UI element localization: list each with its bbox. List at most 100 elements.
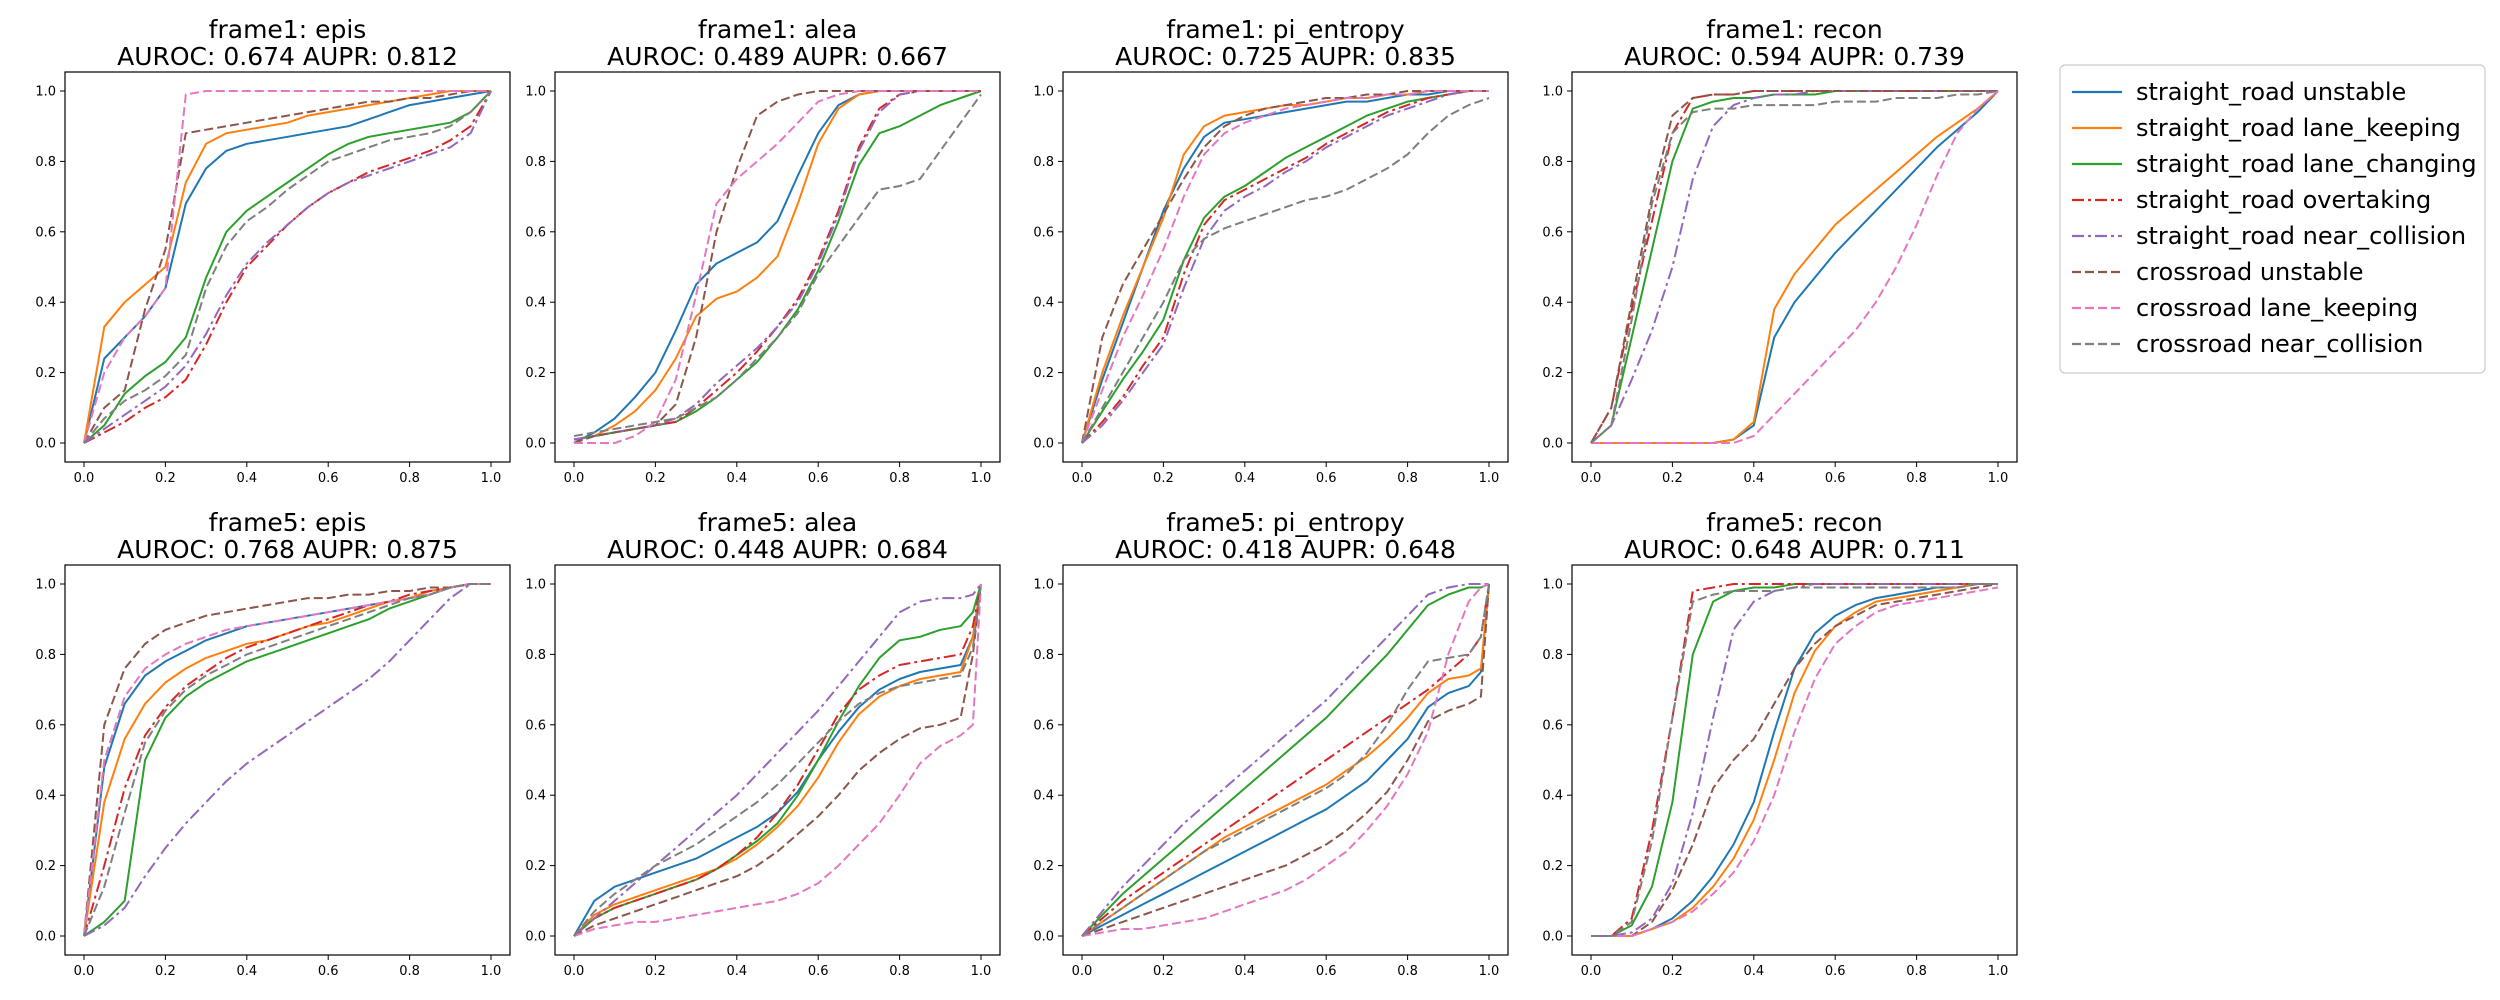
y-tick-label: 1.0	[1033, 85, 1054, 100]
series-line	[573, 90, 981, 444]
series-line	[1081, 583, 1490, 937]
y-tick-label: 0.0	[1033, 930, 1054, 945]
y-tick-label: 0.0	[35, 437, 56, 452]
series-line	[573, 93, 982, 437]
x-tick-label: 1.0	[481, 471, 502, 486]
x-tick-label: 1.0	[1479, 471, 1500, 486]
x-tick-label: 0.0	[74, 471, 95, 486]
series-line	[1590, 90, 1999, 444]
x-tick-label: 0.8	[1906, 471, 1927, 486]
series-line	[1591, 583, 1998, 937]
chart-title: frame5: recon	[1706, 508, 1882, 537]
y-tick-label: 1.0	[35, 85, 56, 100]
x-tick-label: 0.8	[889, 964, 910, 979]
chart-subtitle: AUROC: 0.725 AUPR: 0.835	[1115, 42, 1456, 71]
x-tick-label: 1.0	[1988, 471, 2009, 486]
axes-frame	[64, 564, 511, 956]
series-line	[1081, 90, 1489, 444]
y-tick-label: 0.6	[35, 718, 56, 733]
y-tick-label: 0.6	[525, 225, 546, 240]
axes-frame	[554, 564, 1001, 956]
x-tick-label: 0.2	[1662, 964, 1683, 979]
x-tick-label: 0.4	[1234, 964, 1255, 979]
y-tick-label: 0.6	[1033, 225, 1054, 240]
x-tick-label: 0.2	[1662, 471, 1683, 486]
x-tick-label: 0.2	[1153, 471, 1174, 486]
series-line	[83, 583, 491, 937]
series-group	[83, 583, 491, 937]
series-line	[1081, 583, 1490, 937]
y-tick-label: 0.4	[1033, 789, 1054, 804]
series-line	[573, 90, 981, 441]
y-tick-label: 1.0	[1033, 578, 1054, 593]
x-tick-label: 0.2	[155, 964, 176, 979]
x-tick-label: 0.8	[399, 471, 420, 486]
series-line	[83, 90, 492, 444]
legend-entry: straight_road near_collision	[2136, 222, 2466, 250]
x-tick-label: 1.0	[481, 964, 502, 979]
series-line	[1081, 583, 1490, 937]
chart-subtitle: AUROC: 0.594 AUPR: 0.739	[1624, 42, 1965, 71]
x-tick-label: 0.4	[1234, 471, 1255, 486]
y-tick-label: 1.0	[1542, 578, 1563, 593]
y-tick-label: 0.8	[1033, 155, 1054, 170]
x-tick-label: 0.0	[1581, 964, 1602, 979]
axes-frame	[1571, 564, 2018, 956]
y-tick-label: 0.4	[1033, 296, 1054, 311]
y-tick-label: 0.4	[1542, 296, 1563, 311]
x-tick-label: 0.4	[726, 471, 747, 486]
series-line	[573, 583, 982, 937]
x-tick-label: 0.6	[318, 964, 339, 979]
x-tick-label: 0.8	[1397, 471, 1418, 486]
x-tick-label: 0.6	[318, 471, 339, 486]
y-tick-label: 1.0	[1542, 85, 1563, 100]
chart-title: frame1: epis	[209, 15, 367, 44]
series-line	[83, 583, 491, 937]
legend-entry: crossroad near_collision	[2136, 330, 2423, 358]
series-line	[573, 583, 982, 937]
y-tick-label: 0.8	[1033, 648, 1054, 663]
x-tick-label: 0.0	[1581, 471, 1602, 486]
x-tick-label: 0.0	[1072, 471, 1093, 486]
x-tick-label: 0.8	[1906, 964, 1927, 979]
y-tick-label: 1.0	[35, 578, 56, 593]
series-group	[1081, 583, 1490, 937]
y-tick-label: 0.4	[525, 296, 546, 311]
axes-frame	[554, 71, 1001, 463]
y-tick-label: 0.0	[1542, 437, 1563, 452]
y-tick-label: 0.2	[525, 366, 546, 381]
y-tick-label: 0.2	[1542, 859, 1563, 874]
x-tick-label: 0.6	[808, 471, 829, 486]
y-tick-label: 0.8	[1542, 648, 1563, 663]
x-tick-label: 0.2	[645, 471, 666, 486]
y-tick-label: 0.6	[1033, 718, 1054, 733]
y-tick-label: 0.0	[525, 437, 546, 452]
series-line	[83, 583, 491, 937]
series-line	[1081, 90, 1489, 444]
y-tick-label: 1.0	[525, 85, 546, 100]
x-tick-label: 0.0	[564, 964, 585, 979]
x-tick-label: 1.0	[971, 471, 992, 486]
series-line	[573, 583, 982, 937]
series-line	[83, 90, 491, 444]
legend-entry: straight_road lane_changing	[2136, 150, 2477, 178]
y-tick-label: 0.8	[1542, 155, 1563, 170]
series-line	[573, 583, 982, 937]
legend-box	[2059, 64, 2486, 374]
series-line	[83, 583, 491, 937]
y-tick-label: 0.2	[1033, 366, 1054, 381]
x-tick-label: 0.8	[399, 964, 420, 979]
y-tick-label: 0.8	[35, 155, 56, 170]
y-tick-label: 0.6	[1542, 225, 1563, 240]
chart-subtitle: AUROC: 0.648 AUPR: 0.711	[1624, 535, 1965, 564]
series-group	[1081, 90, 1490, 444]
x-tick-label: 0.4	[1743, 964, 1764, 979]
legend-entry: straight_road overtaking	[2136, 186, 2431, 214]
y-tick-label: 0.8	[525, 155, 546, 170]
series-group	[573, 583, 982, 937]
y-tick-label: 0.6	[525, 718, 546, 733]
chart-title: frame1: alea	[698, 15, 857, 44]
x-tick-label: 1.0	[1988, 964, 2009, 979]
series-line	[83, 90, 492, 444]
